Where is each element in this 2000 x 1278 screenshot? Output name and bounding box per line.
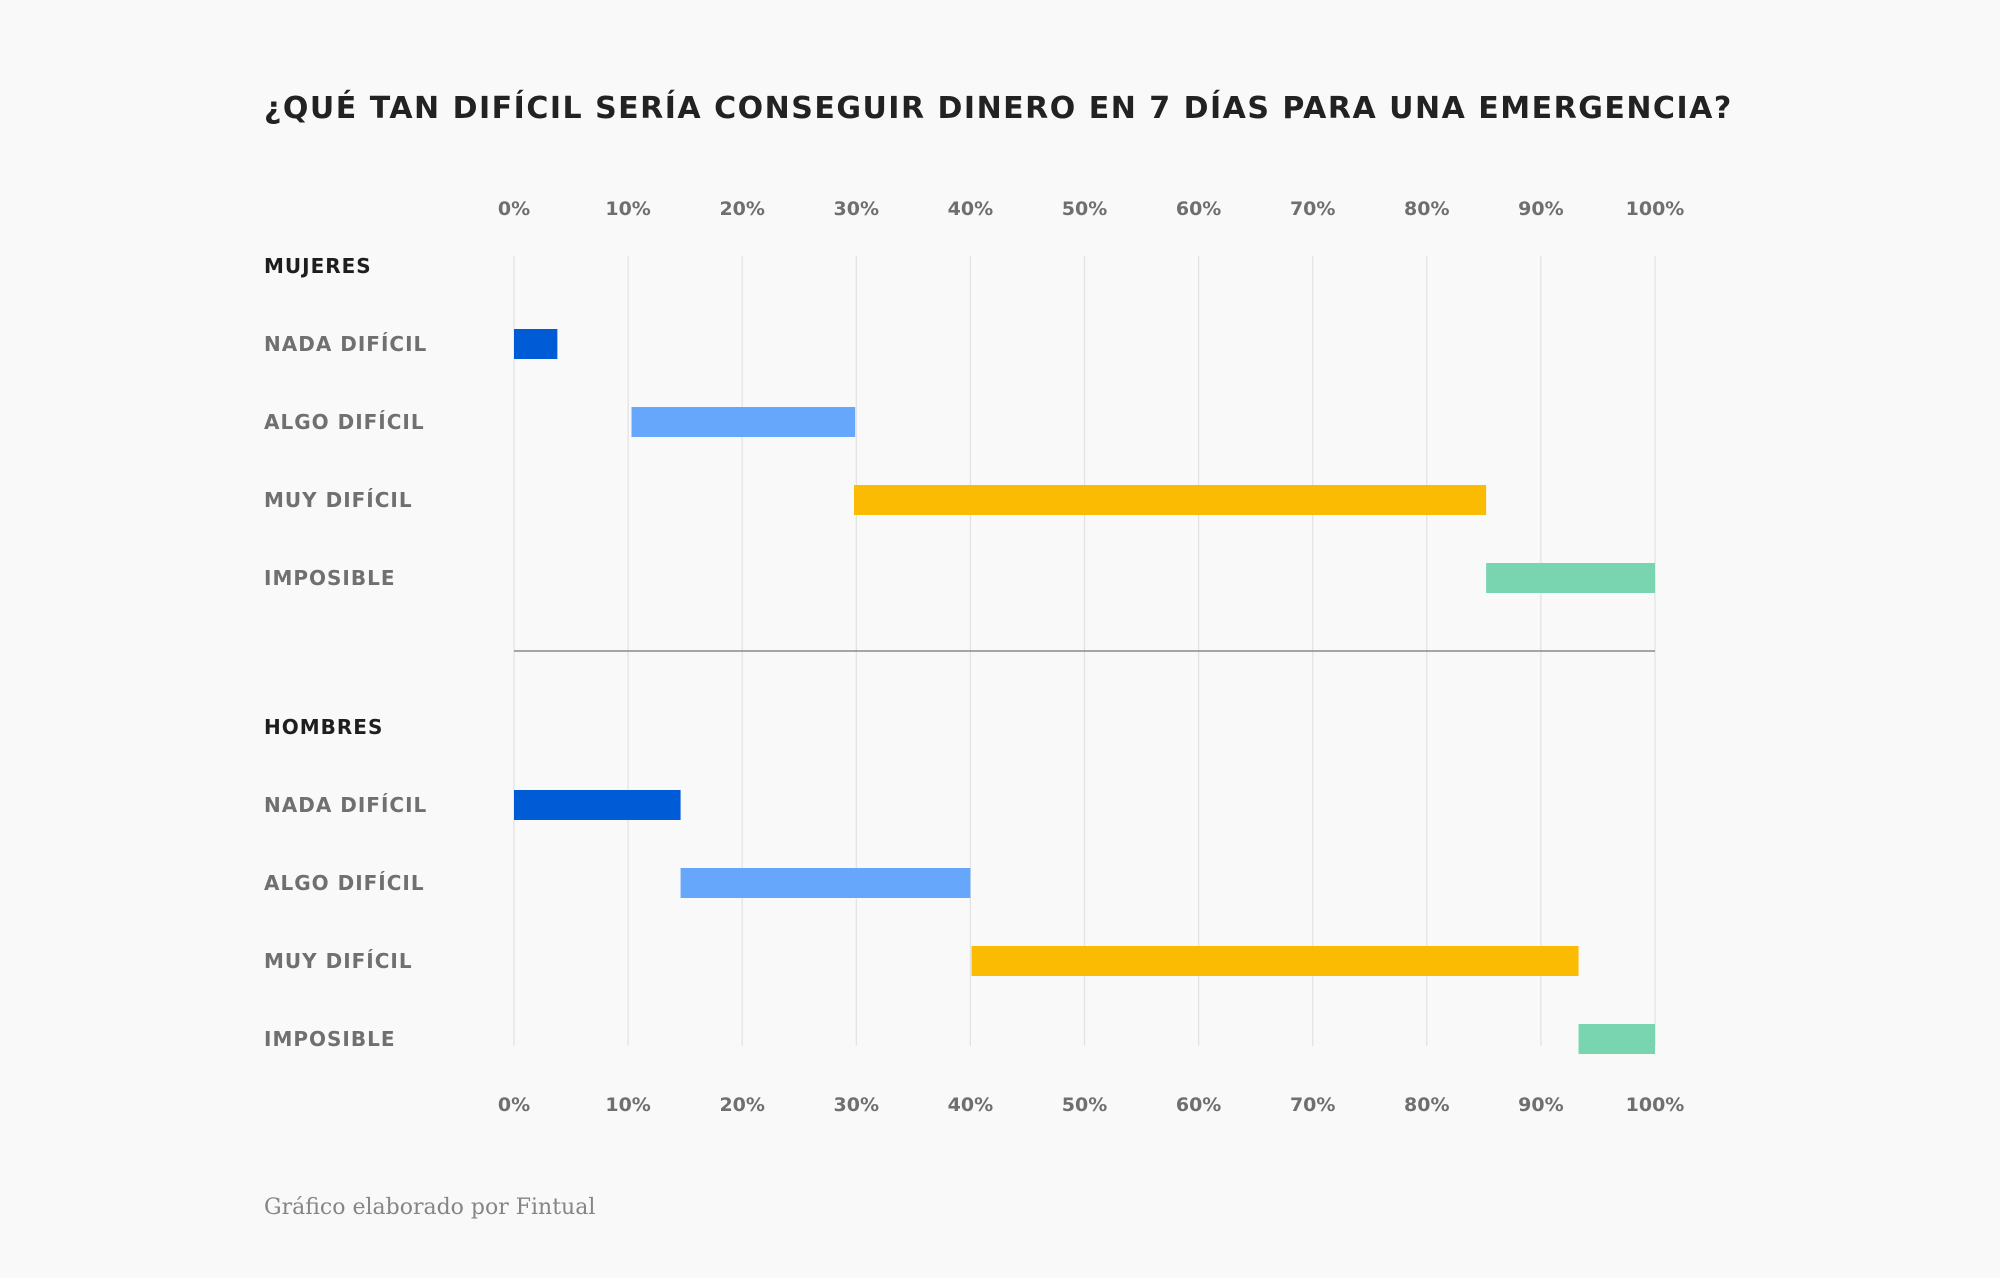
x-tick-label-bottom: 80% (1404, 1094, 1449, 1116)
category-label: NADA DIFÍCIL (264, 793, 427, 817)
category-label: MUY DIFÍCIL (264, 949, 413, 973)
x-tick-label-top: 80% (1404, 198, 1449, 220)
group-label: MUJERES (264, 254, 372, 278)
x-tick-label-bottom: 60% (1176, 1094, 1221, 1116)
x-tick-label-bottom: 90% (1518, 1094, 1563, 1116)
x-tick-label-bottom: 70% (1290, 1094, 1335, 1116)
category-label: NADA DIFÍCIL (264, 332, 427, 356)
category-label: MUY DIFÍCIL (264, 488, 413, 512)
bar-segment (514, 790, 681, 820)
x-axis-bottom: 0% 10% 20% 30% 40% 50% 60% 70% 80% 90% 100% (498, 1094, 1684, 1116)
source-note: Gráfico elaborado por Fintual (264, 1195, 595, 1220)
x-tick-label-top: 70% (1290, 198, 1335, 220)
x-tick-label-bottom: 30% (834, 1094, 879, 1116)
x-tick-label-bottom: 100% (1626, 1094, 1685, 1116)
category-label: ALGO DIFÍCIL (264, 871, 425, 895)
category-labels: MUJERES NADA DIFÍCIL ALGO DIFÍCIL MUY DIFÍC… (264, 254, 427, 1051)
group-label: HOMBRES (264, 715, 383, 739)
chart-title: ¿QUÉ TAN DIFÍCIL SERÍA CONSEGUIR DINERO … (264, 90, 1733, 126)
x-tick-label-bottom: 0% (498, 1094, 530, 1116)
bar-segment (1486, 563, 1655, 593)
x-tick-label-top: 40% (948, 198, 993, 220)
bar-segment (1578, 1024, 1655, 1054)
x-tick-label-bottom: 40% (948, 1094, 993, 1116)
x-tick-label-top: 50% (1062, 198, 1107, 220)
category-label: ALGO DIFÍCIL (264, 410, 425, 434)
x-tick-label-top: 30% (834, 198, 879, 220)
x-tick-label-top: 0% (498, 198, 530, 220)
bar-segment (514, 329, 558, 359)
x-tick-label-top: 10% (605, 198, 650, 220)
x-tick-label-bottom: 50% (1062, 1094, 1107, 1116)
bar-segment (854, 485, 1487, 515)
x-tick-label-bottom: 20% (719, 1094, 764, 1116)
x-tick-label-top: 90% (1518, 198, 1563, 220)
bar-segment (631, 407, 856, 437)
category-label: IMPOSIBLE (264, 566, 396, 590)
x-tick-label-bottom: 10% (605, 1094, 650, 1116)
x-tick-label-top: 20% (719, 198, 764, 220)
bar-segment (680, 868, 971, 898)
category-label: IMPOSIBLE (264, 1027, 396, 1051)
bar-segment (971, 946, 1579, 976)
x-axis-top: 0% 10% 20% 30% 40% 50% 60% 70% 80% 90% 100% (498, 198, 1684, 220)
x-tick-label-top: 60% (1176, 198, 1221, 220)
bars (514, 329, 1655, 1054)
x-tick-label-top: 100% (1626, 198, 1685, 220)
